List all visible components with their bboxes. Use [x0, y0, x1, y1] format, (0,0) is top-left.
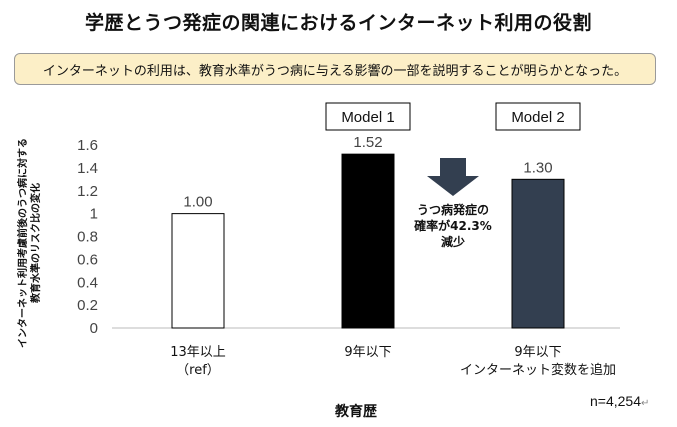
- bar: [341, 153, 395, 329]
- x-category-label: 13年以上: [170, 345, 226, 360]
- y-tick-label: 0: [90, 320, 98, 337]
- annotation-text: うつ病発症の: [417, 202, 489, 217]
- annotation-text: 減少: [441, 234, 465, 249]
- model-label: Model 1: [341, 109, 394, 126]
- x-category-label: インターネット変数を追加: [460, 362, 616, 378]
- x-axis-title: 教育歴: [335, 403, 377, 420]
- model-label-box: [325, 102, 411, 131]
- bar-value-label: 1.52: [353, 134, 382, 151]
- annotation-text: 確率が42.3%: [414, 218, 492, 233]
- chart-title: 学歴とうつ発症の関連におけるインターネット利用の役割: [84, 12, 592, 34]
- y-tick-label: 0.6: [77, 251, 98, 268]
- y-tick-label: 1: [90, 206, 98, 223]
- x-category-label: 9年以下: [344, 345, 391, 360]
- y-tick-label: 0.2: [77, 297, 98, 314]
- subtitle-box: インターネットの利用は、教育水準がうつ病に与える影響の一部を説明することが明らか…: [14, 53, 656, 85]
- y-tick-label: 0.4: [77, 274, 98, 291]
- x-category-label: 9年以下: [514, 345, 561, 360]
- bar: [171, 213, 225, 329]
- model-label-box: [495, 102, 581, 131]
- y-axis-label: 教育水準のリスク比の変化: [29, 183, 42, 304]
- y-tick-label: 1.6: [77, 137, 98, 154]
- sample-size-note: n=4,254↵: [590, 393, 649, 409]
- bar-value-label: 1.00: [183, 194, 212, 211]
- subtitle-text: インターネットの利用は、教育水準がうつ病に与える影響の一部を説明することが明らか…: [42, 63, 628, 79]
- return-mark-icon: ↵: [641, 398, 650, 409]
- model-label: Model 2: [511, 109, 564, 126]
- sample-size-text: n=4,254: [590, 393, 641, 409]
- bar: [511, 178, 565, 329]
- x-category-label: （ref）: [176, 363, 220, 378]
- y-tick-label: 0.8: [77, 229, 98, 246]
- y-tick-label: 1.2: [77, 183, 98, 200]
- down-arrow-icon: [427, 158, 479, 196]
- y-tick-label: 1.4: [77, 160, 98, 177]
- y-axis-label: インターネット利用考慮前後のうつ病に対する: [16, 138, 29, 348]
- bar-value-label: 1.30: [523, 159, 552, 176]
